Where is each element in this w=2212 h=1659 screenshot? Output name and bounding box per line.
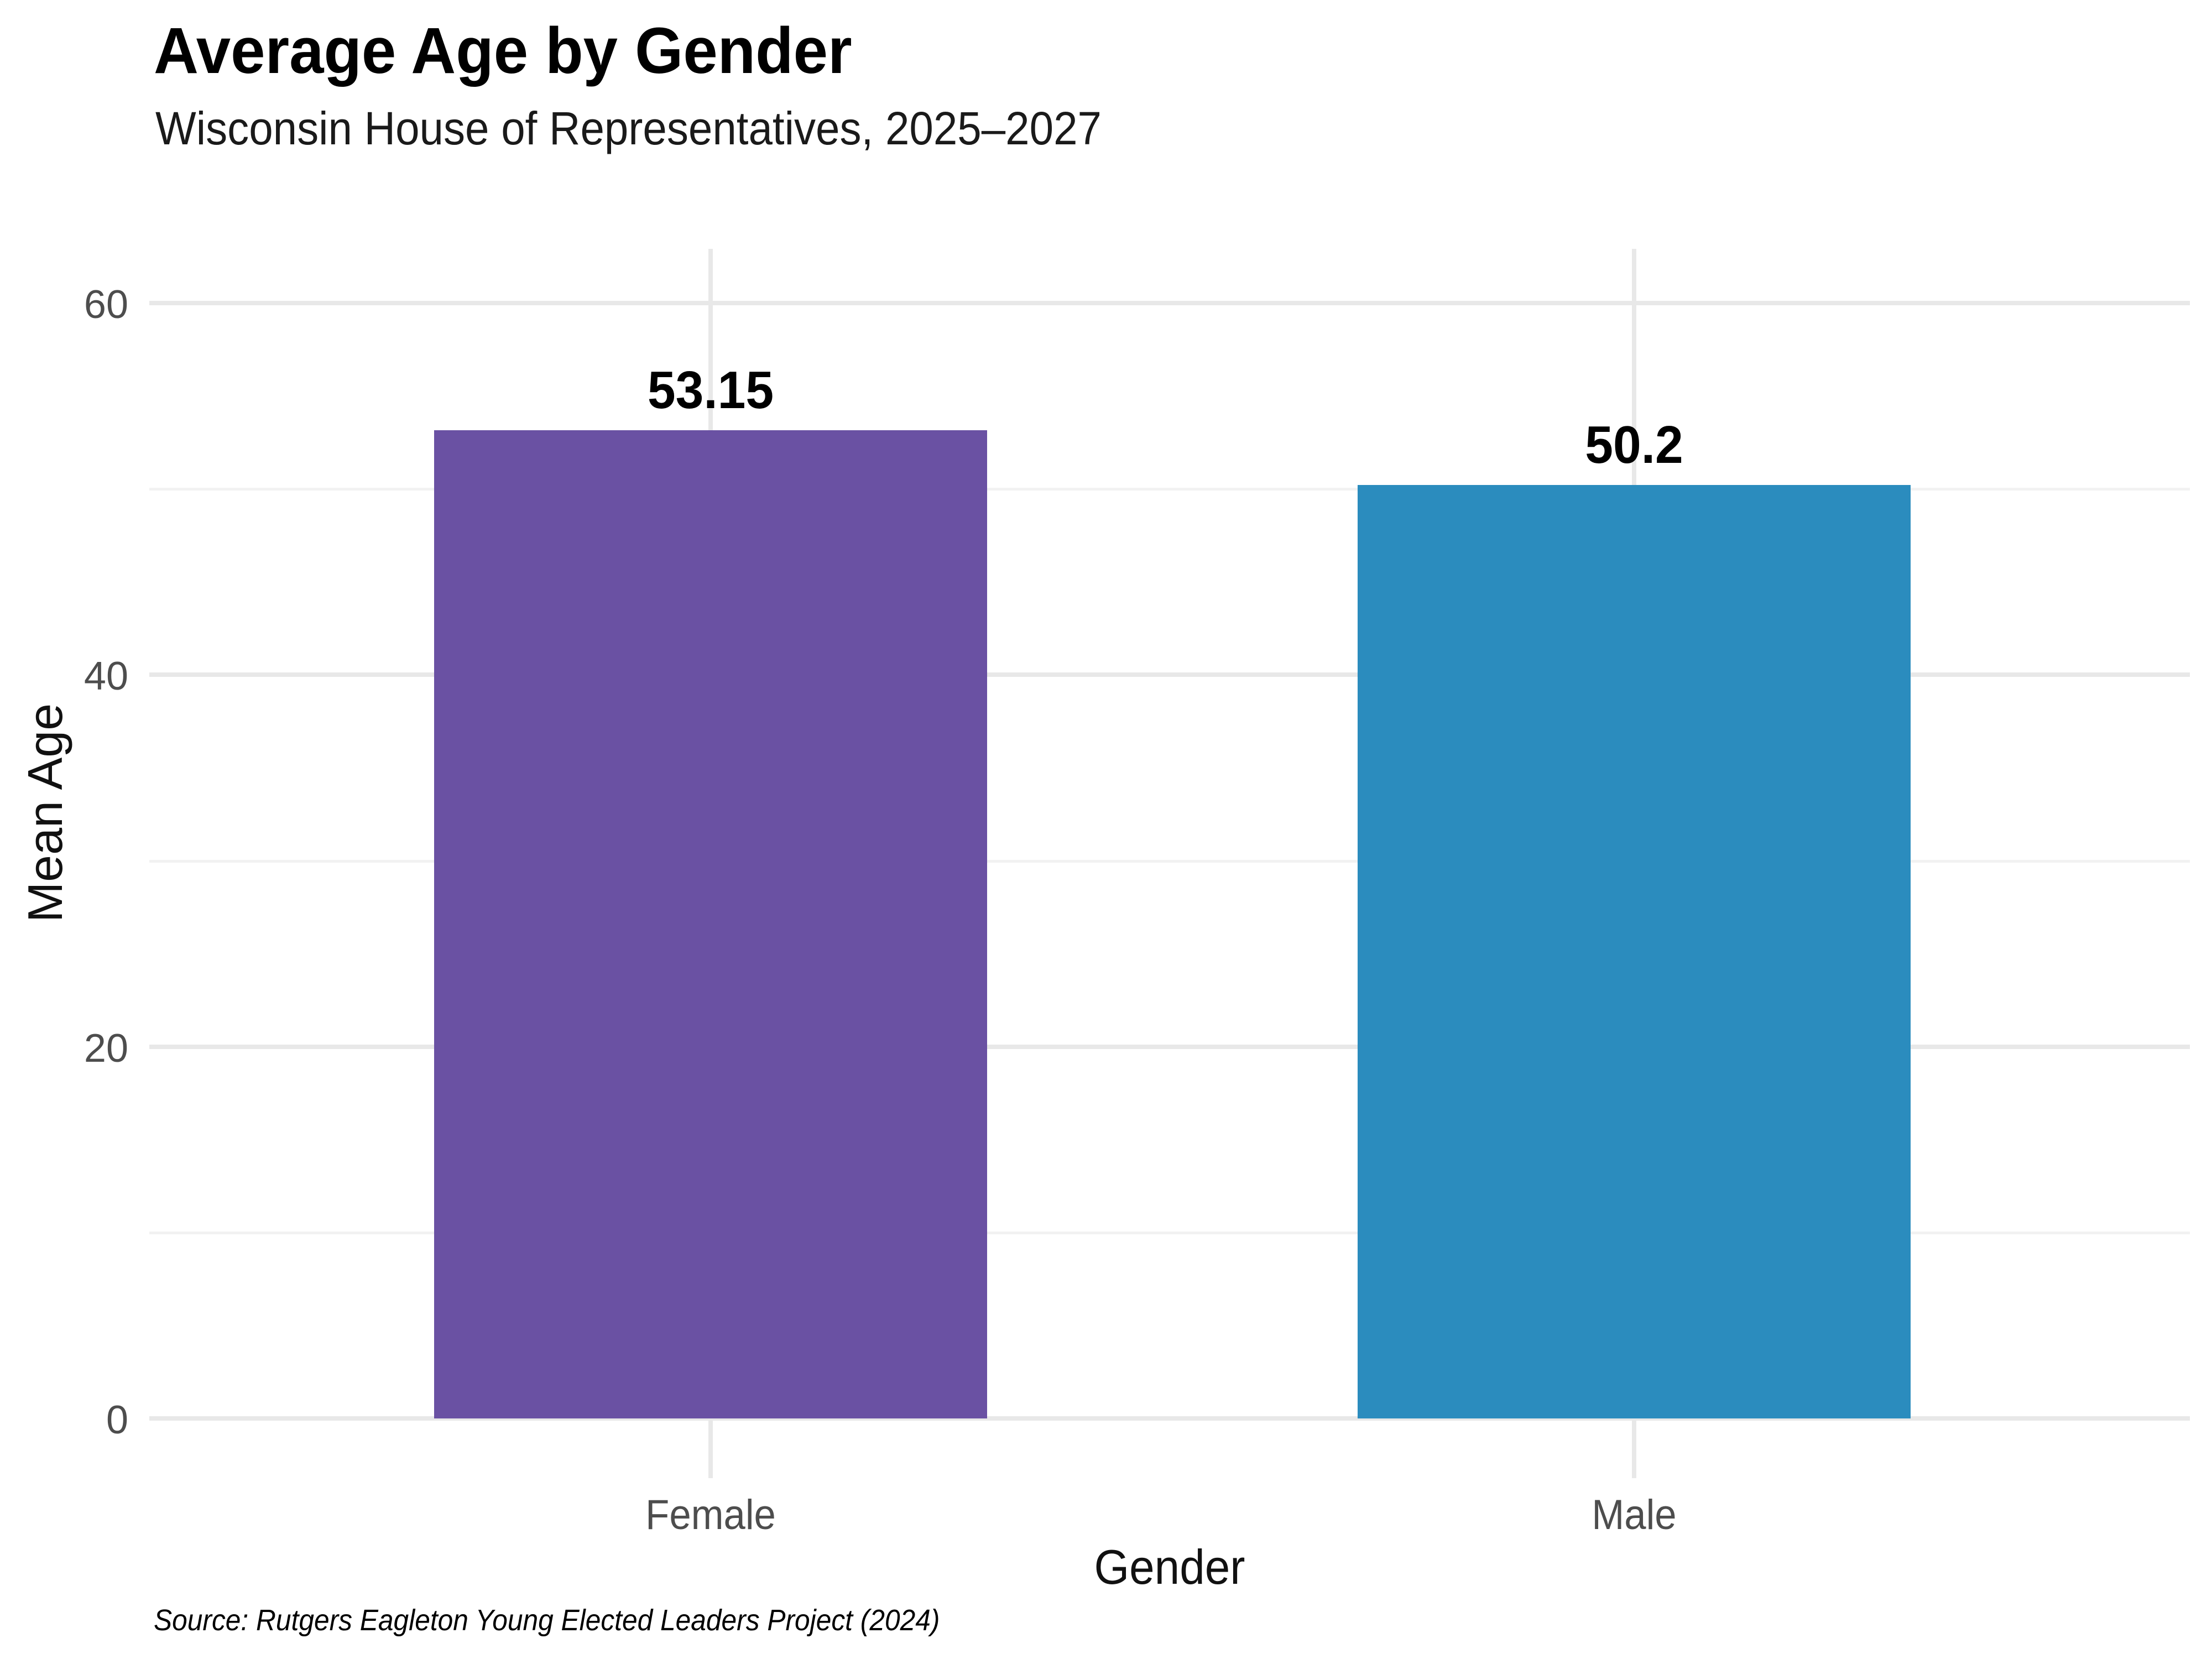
y-gridline-major [149, 1416, 2190, 1421]
y-axis-title: Mean Age [18, 703, 72, 923]
source-note: Source: Rutgers Eagleton Young Elected L… [154, 1604, 940, 1637]
bar-female [434, 430, 987, 1418]
y-gridline-minor [149, 1231, 2190, 1234]
y-tick-label: 20 [84, 1026, 128, 1071]
x-axis-title: Gender [1094, 1540, 1245, 1594]
y-gridline-major [149, 301, 2190, 305]
y-gridline-major [149, 1044, 2190, 1049]
bar-value-label: 53.15 [647, 361, 774, 420]
chart-subtitle: Wisconsin House of Representatives, 2025… [155, 102, 1102, 154]
y-tick-label: 60 [84, 283, 128, 327]
x-tick-label: Male [1592, 1491, 1677, 1538]
x-tick-mark [1632, 1421, 1636, 1478]
y-gridline-minor [149, 488, 2190, 491]
x-tick-label: Female [645, 1491, 776, 1538]
bar-male [1358, 485, 1911, 1418]
y-tick-label: 40 [84, 654, 128, 699]
y-gridline-minor [149, 859, 2190, 863]
chart-title: Average Age by Gender [154, 14, 852, 87]
bar-value-label: 50.2 [1585, 415, 1683, 475]
y-gridline-major [149, 672, 2190, 677]
y-tick-label: 0 [106, 1398, 128, 1442]
plot-panel: 53.15 50.2 [149, 249, 2190, 1421]
x-tick-mark [708, 1421, 713, 1478]
